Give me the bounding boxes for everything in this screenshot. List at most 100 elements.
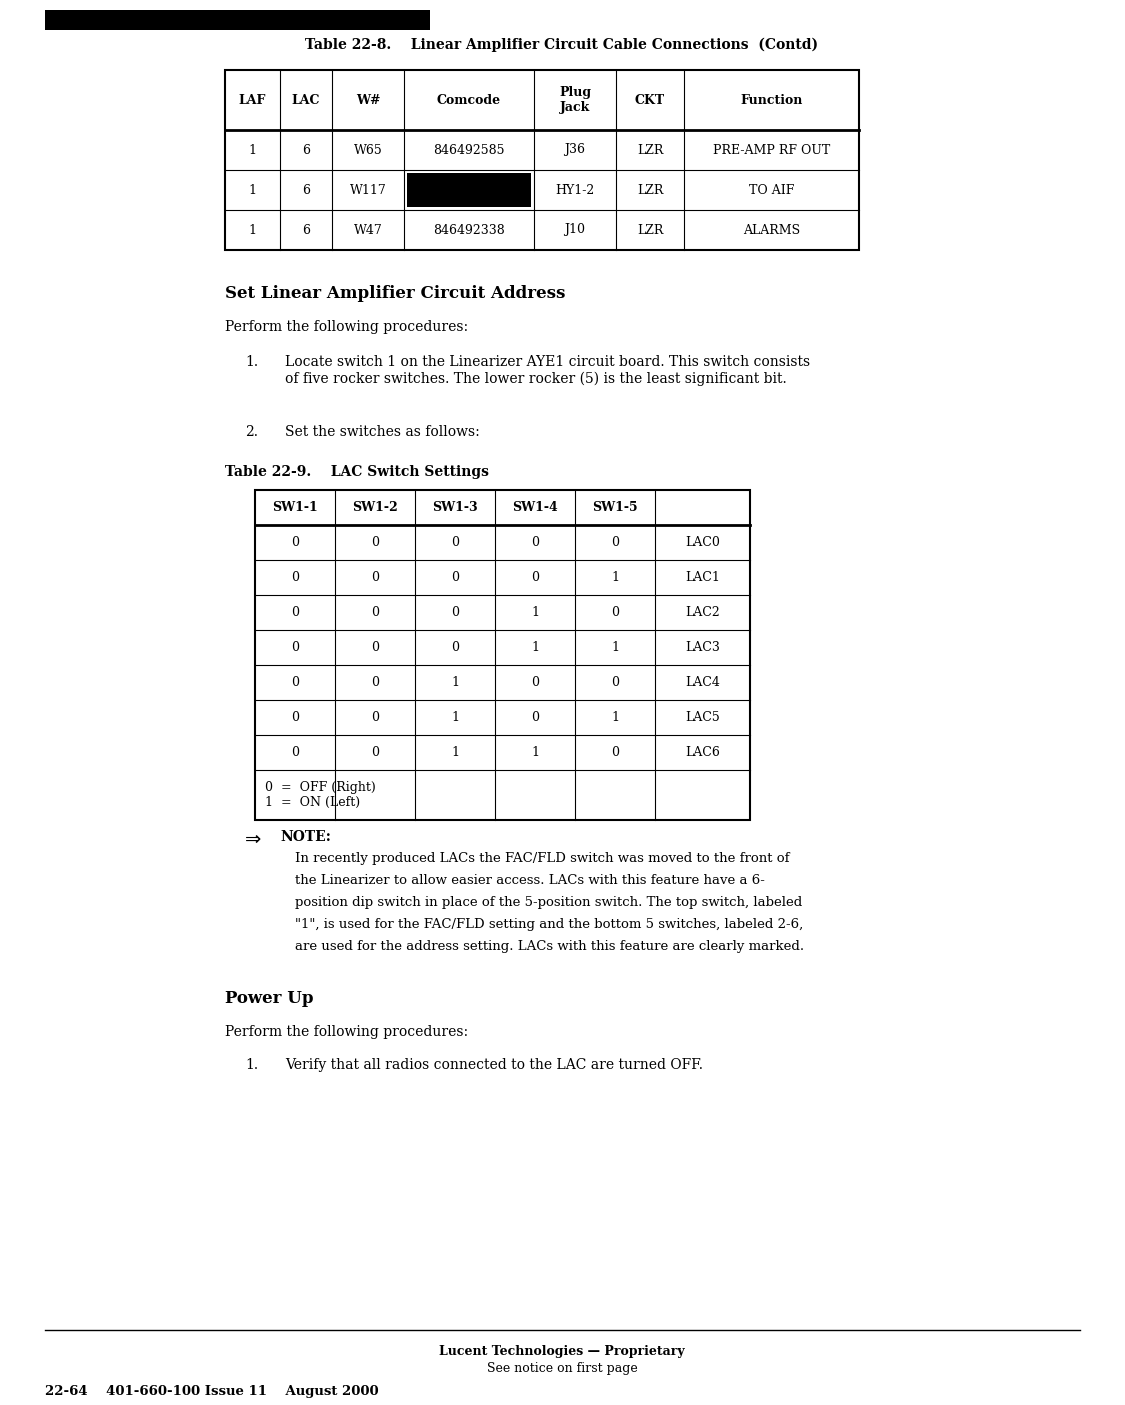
Text: 0: 0 (291, 606, 299, 620)
Text: 0  =  OFF (Right)
1  =  ON (Left): 0 = OFF (Right) 1 = ON (Left) (266, 781, 376, 809)
Text: See notice on first page: See notice on first page (487, 1361, 638, 1375)
Text: 0: 0 (531, 535, 539, 549)
Text: 1: 1 (611, 570, 619, 584)
Text: 1: 1 (451, 676, 459, 688)
Text: LAC3: LAC3 (685, 641, 720, 653)
Text: HY1-2: HY1-2 (556, 184, 595, 197)
Text: SW1-2: SW1-2 (352, 502, 398, 514)
Text: 1: 1 (249, 223, 256, 236)
Text: 0: 0 (291, 570, 299, 584)
Text: 1: 1 (611, 641, 619, 653)
Bar (255, 490, 750, 821)
Text: 0: 0 (371, 711, 379, 724)
Text: LAC0: LAC0 (685, 535, 720, 549)
Text: 6: 6 (302, 143, 310, 156)
Text: 0: 0 (611, 746, 619, 759)
Text: Verify that all radios connected to the LAC are turned OFF.: Verify that all radios connected to the … (285, 1058, 703, 1072)
Text: 0: 0 (451, 570, 459, 584)
Text: Set Linear Amplifier Circuit Address: Set Linear Amplifier Circuit Address (225, 285, 566, 302)
Text: Table 22-9.    LAC Switch Settings: Table 22-9. LAC Switch Settings (225, 465, 489, 479)
Text: SW1-1: SW1-1 (272, 502, 318, 514)
Text: 1: 1 (611, 711, 619, 724)
Text: 0: 0 (611, 606, 619, 620)
Text: LAC2: LAC2 (685, 606, 720, 620)
Text: In recently produced LACs the FAC/FLD switch was moved to the front of: In recently produced LACs the FAC/FLD sw… (295, 851, 790, 865)
Text: 0: 0 (371, 535, 379, 549)
Text: 0: 0 (451, 535, 459, 549)
Text: 2.: 2. (245, 424, 258, 438)
Text: 0: 0 (611, 676, 619, 688)
Text: 0: 0 (371, 641, 379, 653)
Text: J36: J36 (565, 143, 585, 156)
Text: the Linearizer to allow easier access. LACs with this feature have a 6-: the Linearizer to allow easier access. L… (295, 874, 765, 887)
Bar (225, 70, 860, 250)
Text: 1: 1 (249, 184, 256, 197)
Text: LAC1: LAC1 (685, 570, 720, 584)
Text: Lucent Technologies — Proprietary: Lucent Technologies — Proprietary (439, 1345, 685, 1359)
Text: Function: Function (740, 94, 803, 107)
Text: NOTE:: NOTE: (280, 830, 331, 844)
Text: 1: 1 (451, 746, 459, 759)
Text: 0: 0 (291, 711, 299, 724)
Text: LAC6: LAC6 (685, 746, 720, 759)
Text: LAF: LAF (238, 94, 267, 107)
Text: SW1-5: SW1-5 (592, 502, 638, 514)
Text: Plug
Jack: Plug Jack (559, 86, 591, 114)
Text: 6: 6 (302, 184, 310, 197)
Text: PRE-AMP RF OUT: PRE-AMP RF OUT (713, 143, 830, 156)
Text: 1.: 1. (245, 1058, 258, 1072)
Text: 846492338: 846492338 (433, 223, 505, 236)
Text: 1.: 1. (245, 355, 258, 370)
Text: LZR: LZR (637, 223, 664, 236)
Text: LAC4: LAC4 (685, 676, 720, 688)
Text: 0: 0 (451, 606, 459, 620)
Text: 1: 1 (451, 711, 459, 724)
Text: W65: W65 (353, 143, 382, 156)
Text: W47: W47 (353, 223, 382, 236)
Bar (407, 173, 531, 207)
Text: 0: 0 (371, 570, 379, 584)
Text: 0: 0 (291, 641, 299, 653)
Text: Perform the following procedures:: Perform the following procedures: (225, 320, 468, 334)
Text: 0: 0 (531, 711, 539, 724)
Text: 0: 0 (371, 676, 379, 688)
Text: Set the switches as follows:: Set the switches as follows: (285, 424, 479, 438)
Text: LAC: LAC (291, 94, 321, 107)
Text: 0: 0 (291, 676, 299, 688)
Text: 0: 0 (291, 746, 299, 759)
Text: LZR: LZR (637, 143, 664, 156)
Text: SW1-3: SW1-3 (432, 502, 478, 514)
Text: 22-64    401-660-100 Issue 11    August 2000: 22-64 401-660-100 Issue 11 August 2000 (45, 1385, 379, 1398)
Text: 6: 6 (302, 223, 310, 236)
Text: 0: 0 (611, 535, 619, 549)
Text: LAC5: LAC5 (685, 711, 720, 724)
Bar (45, 10, 430, 30)
Text: Table 22-8.    Linear Amplifier Circuit Cable Connections  (Contd): Table 22-8. Linear Amplifier Circuit Cab… (306, 38, 819, 52)
Text: CKT: CKT (634, 94, 665, 107)
Text: 846492585: 846492585 (433, 143, 505, 156)
Text: 1: 1 (531, 641, 539, 653)
Text: 0: 0 (451, 641, 459, 653)
Text: TO AIF: TO AIF (749, 184, 794, 197)
Text: Locate switch 1 on the Linearizer AYE1 circuit board. This switch consists
of fi: Locate switch 1 on the Linearizer AYE1 c… (285, 355, 810, 385)
Text: Perform the following procedures:: Perform the following procedures: (225, 1026, 468, 1040)
Text: ⇒: ⇒ (245, 830, 261, 849)
Text: J10: J10 (565, 223, 585, 236)
Text: 1: 1 (531, 606, 539, 620)
Text: 0: 0 (531, 570, 539, 584)
Text: 0: 0 (371, 606, 379, 620)
Text: 0: 0 (291, 535, 299, 549)
Text: 1: 1 (249, 143, 256, 156)
Text: are used for the address setting. LACs with this feature are clearly marked.: are used for the address setting. LACs w… (295, 940, 804, 953)
Text: position dip switch in place of the 5-position switch. The top switch, labeled: position dip switch in place of the 5-po… (295, 896, 802, 909)
Text: LZR: LZR (637, 184, 664, 197)
Text: 1: 1 (531, 746, 539, 759)
Text: 0: 0 (531, 676, 539, 688)
Text: "1", is used for the FAC/FLD setting and the bottom 5 switches, labeled 2-6,: "1", is used for the FAC/FLD setting and… (295, 917, 803, 932)
Text: 0: 0 (371, 746, 379, 759)
Text: ALARMS: ALARMS (742, 223, 800, 236)
Text: W117: W117 (350, 184, 386, 197)
Text: Power Up: Power Up (225, 991, 314, 1007)
Text: W#: W# (356, 94, 380, 107)
Text: SW1-4: SW1-4 (512, 502, 558, 514)
